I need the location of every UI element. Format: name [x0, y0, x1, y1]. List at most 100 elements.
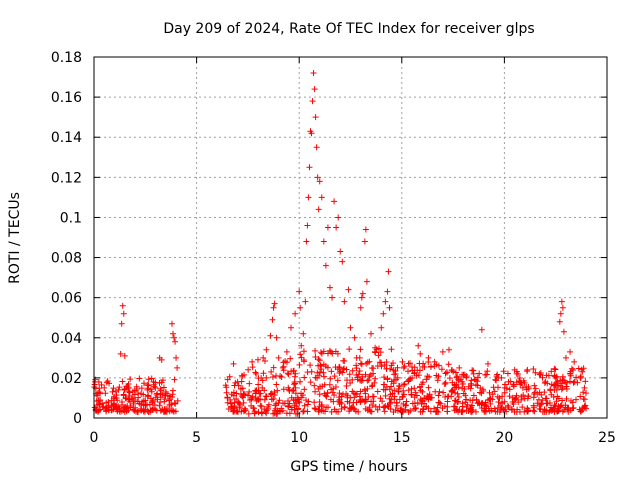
data-point-marker: [421, 400, 428, 407]
data-point-marker: [246, 388, 253, 395]
data-point-marker: [468, 377, 475, 384]
data-point-marker: [536, 371, 543, 378]
data-point-marker: [96, 401, 103, 408]
data-point-marker: [301, 358, 308, 365]
data-point-marker: [263, 374, 270, 381]
data-point-marker: [255, 375, 262, 382]
data-point-marker: [257, 390, 264, 397]
data-point-marker: [530, 404, 537, 411]
data-point-marker: [145, 392, 152, 399]
data-point-marker: [296, 399, 303, 406]
data-point-marker: [423, 403, 430, 410]
data-point-marker: [152, 384, 159, 391]
data-point-marker: [571, 378, 578, 385]
data-point-marker: [442, 370, 449, 377]
data-point-marker: [366, 407, 373, 414]
data-point-marker: [582, 378, 589, 385]
data-point-marker: [378, 359, 385, 366]
data-point-marker: [276, 397, 283, 404]
data-point-marker: [563, 383, 570, 390]
data-point-marker: [338, 400, 345, 407]
data-point-marker: [236, 404, 243, 411]
data-point-marker: [510, 381, 517, 388]
data-point-marker: [451, 397, 458, 404]
data-point-marker: [501, 398, 508, 405]
data-point-marker: [383, 359, 390, 366]
data-point-marker: [341, 298, 348, 305]
data-point-marker: [330, 398, 337, 405]
data-point-marker: [144, 393, 151, 400]
data-point-marker: [245, 392, 252, 399]
data-point-marker: [557, 402, 564, 409]
data-point-marker: [495, 398, 502, 405]
data-point-marker: [411, 405, 418, 412]
data-point-marker: [428, 394, 435, 401]
data-point-marker: [248, 402, 255, 409]
data-point-marker: [168, 320, 175, 327]
data-point-marker: [581, 396, 588, 403]
data-point-marker: [278, 405, 285, 412]
data-point-marker: [339, 391, 346, 398]
data-point-marker: [423, 376, 430, 383]
data-point-marker: [138, 407, 145, 414]
data-point-marker: [470, 392, 477, 399]
data-point-marker: [279, 364, 286, 371]
data-point-marker: [161, 407, 168, 414]
data-point-marker: [254, 356, 261, 363]
data-point-marker: [292, 310, 299, 317]
data-point-marker: [492, 408, 499, 415]
data-point-marker: [245, 366, 252, 373]
data-point-marker: [376, 403, 383, 410]
data-point-marker: [121, 408, 128, 415]
data-point-marker: [401, 381, 408, 388]
data-point-marker: [452, 369, 459, 376]
data-point-marker: [284, 370, 291, 377]
data-point-marker: [332, 384, 339, 391]
data-point-marker: [280, 386, 287, 393]
data-point-marker: [349, 367, 356, 374]
data-point-marker: [554, 393, 561, 400]
data-point-marker: [389, 360, 396, 367]
data-point-marker: [409, 374, 416, 381]
data-point-marker: [126, 389, 133, 396]
data-point-marker: [368, 408, 375, 415]
data-point-marker: [135, 394, 142, 401]
data-point-marker: [542, 378, 549, 385]
data-point-marker: [161, 396, 168, 403]
data-point-marker: [271, 300, 278, 307]
data-point-marker: [461, 371, 468, 378]
data-point-marker: [577, 393, 584, 400]
data-point-marker: [159, 377, 166, 384]
data-point-marker: [223, 389, 230, 396]
data-point-marker: [353, 354, 360, 361]
data-point-marker: [396, 383, 403, 390]
data-point-marker: [316, 391, 323, 398]
data-point-marker: [370, 365, 377, 372]
data-point-marker: [267, 332, 274, 339]
data-point-marker: [125, 392, 132, 399]
data-point-marker: [446, 375, 453, 382]
data-point-marker: [541, 389, 548, 396]
data-point-marker: [444, 403, 451, 410]
data-point-marker: [570, 404, 577, 411]
data-point-marker: [463, 374, 470, 381]
data-point-marker: [255, 396, 262, 403]
data-point-marker: [367, 371, 374, 378]
data-point-marker: [110, 402, 117, 409]
data-point-marker: [245, 410, 252, 417]
data-point-marker: [564, 406, 571, 413]
data-point-marker: [441, 381, 448, 388]
x-tick-label: 5: [192, 430, 201, 446]
data-point-marker: [358, 294, 365, 301]
data-point-marker: [385, 268, 392, 275]
data-point-marker: [427, 408, 434, 415]
data-point-marker: [558, 298, 565, 305]
data-point-marker: [300, 408, 307, 415]
data-point-marker: [387, 366, 394, 373]
data-point-marker: [169, 387, 176, 394]
y-tick-label: 0.1: [60, 210, 82, 226]
data-point-marker: [270, 364, 277, 371]
data-point-marker: [308, 130, 315, 137]
data-point-marker: [455, 408, 462, 415]
